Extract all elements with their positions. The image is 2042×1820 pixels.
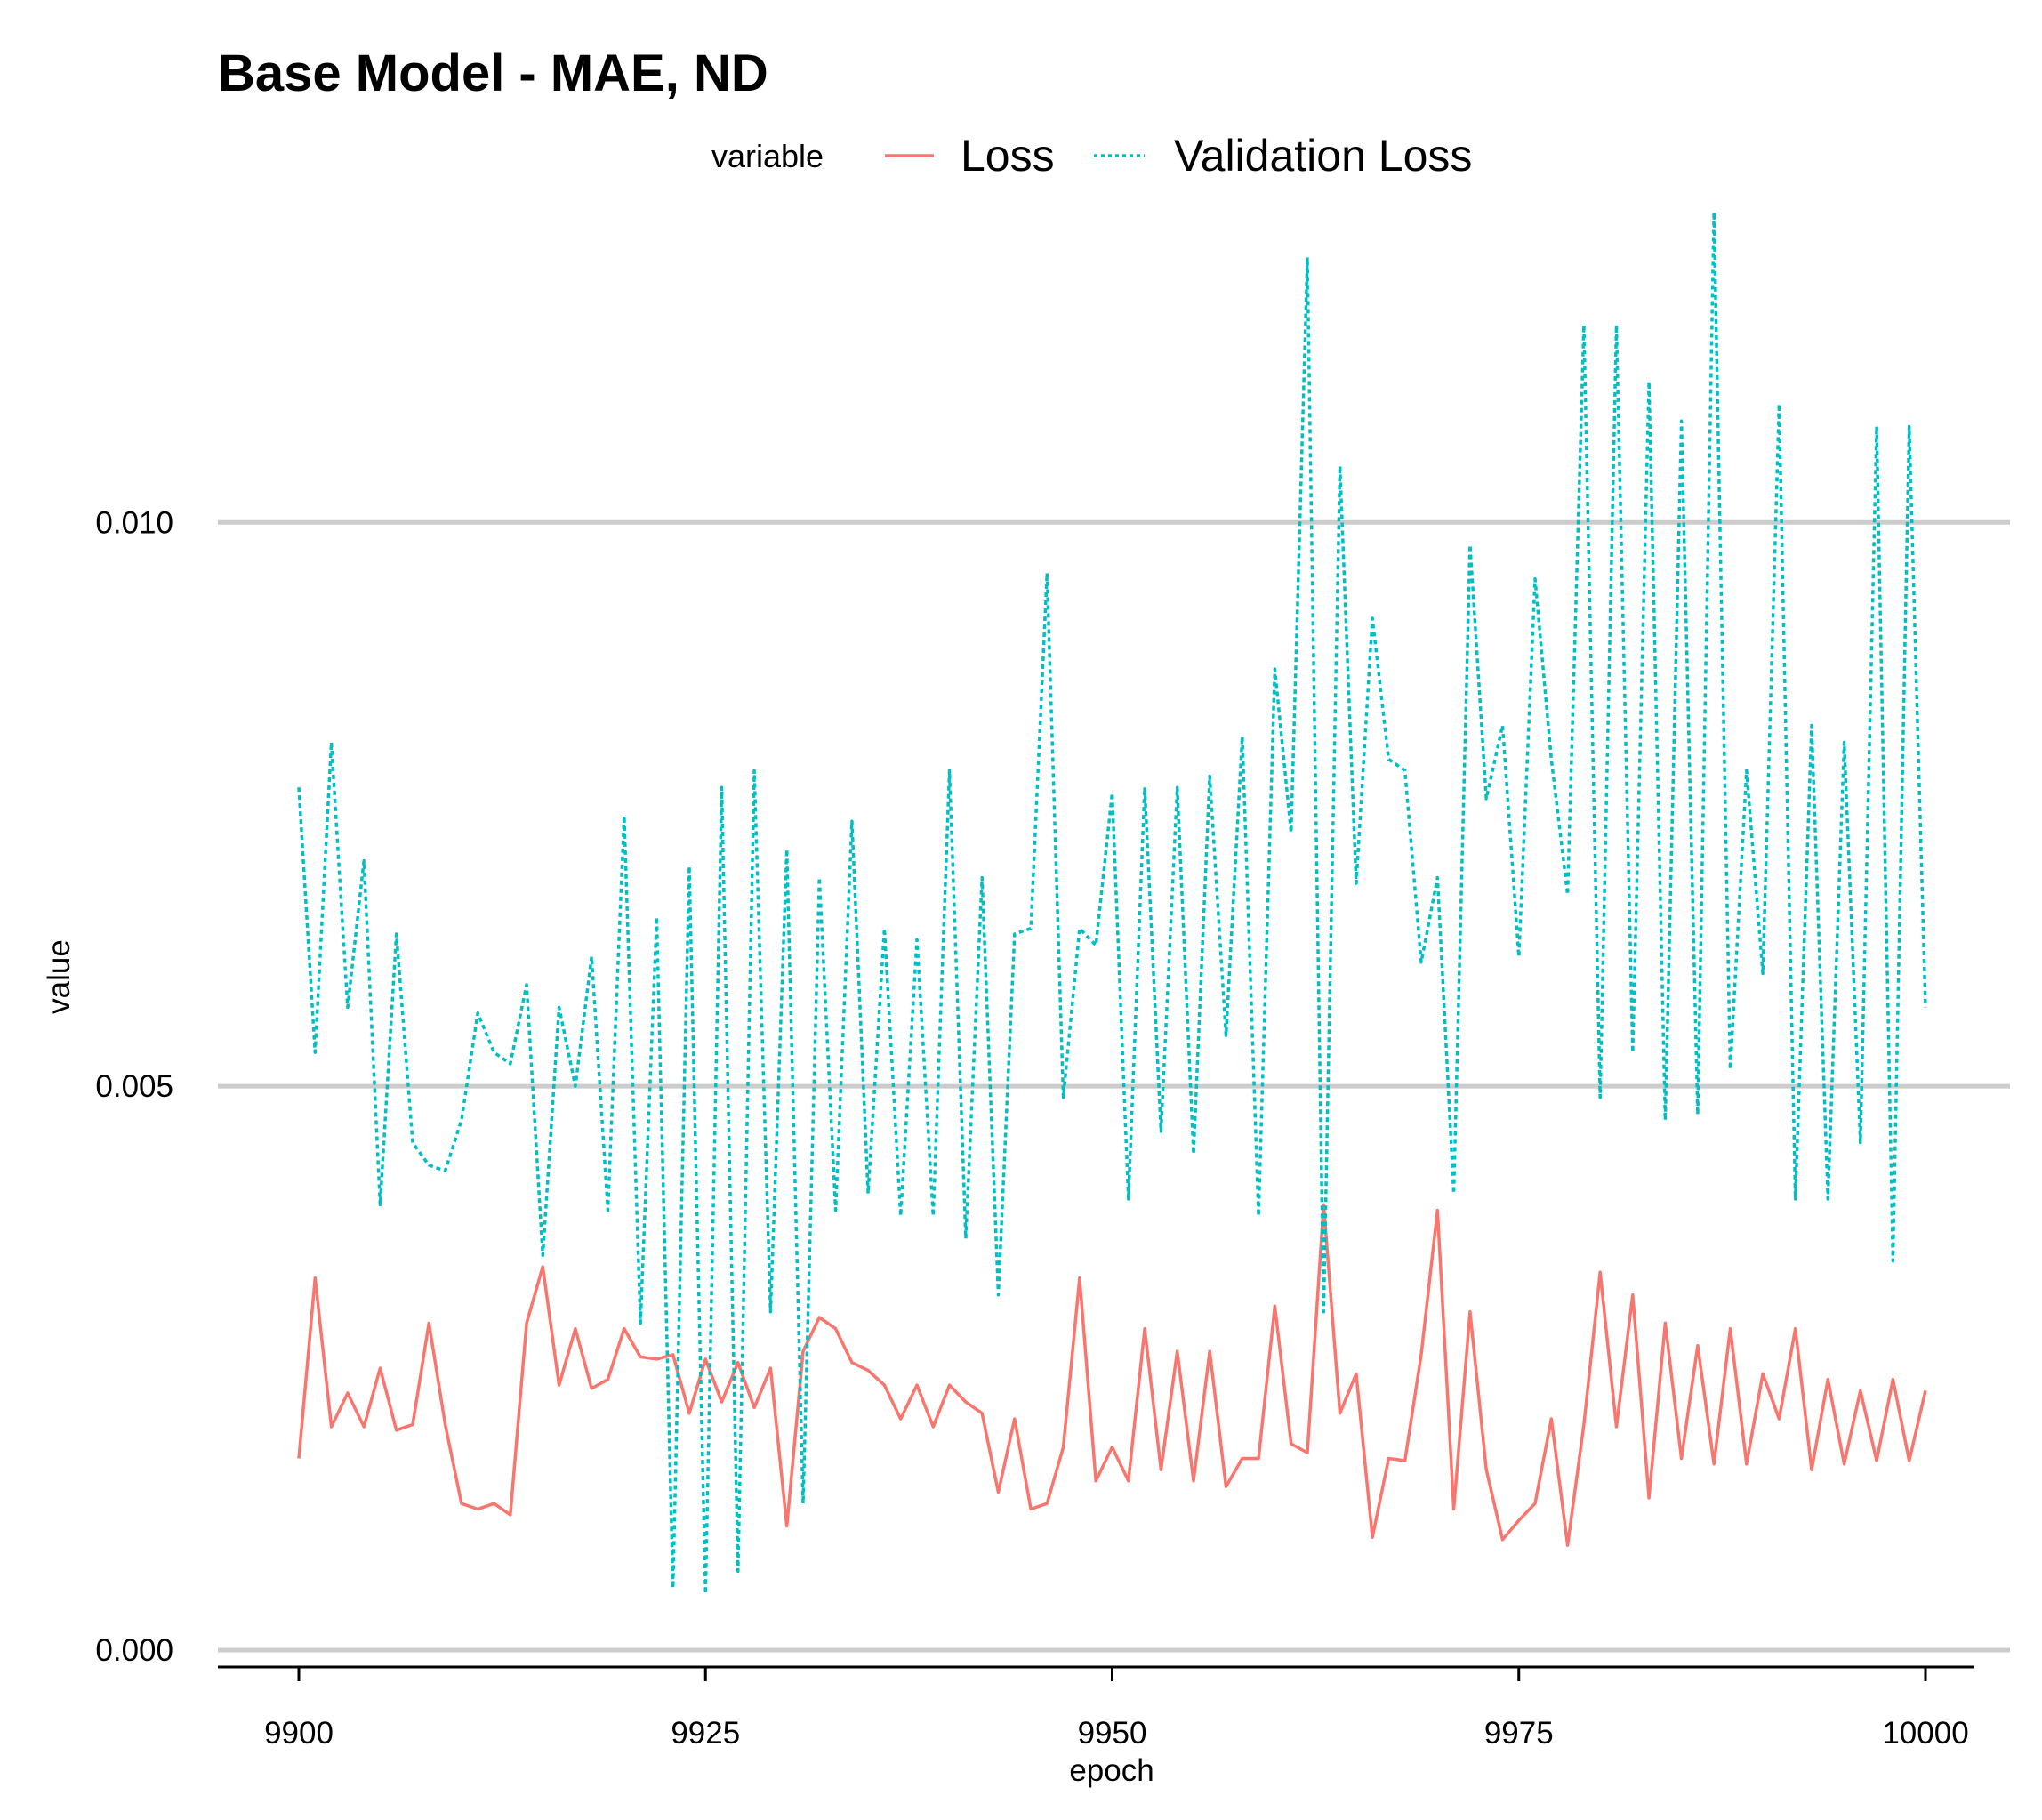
y-axis: 0.000 0.005 0.010 <box>95 505 173 1668</box>
x-tick-label: 9975 <box>1484 1716 1554 1751</box>
legend: variable Loss Validation Loss <box>711 131 1472 181</box>
gridlines <box>218 519 2010 1653</box>
x-tick-label: 9900 <box>264 1716 334 1751</box>
x-axis: 9900 9925 9950 9975 10000 <box>264 1667 1969 1751</box>
plot-area <box>297 210 1927 1596</box>
x-axis-title: epoch <box>1069 1753 1154 1788</box>
legend-label-loss: Loss <box>961 131 1055 181</box>
series-line-validation-loss <box>297 210 1927 1596</box>
x-tick-label: 10000 <box>1882 1716 1968 1751</box>
chart-title: Base Model - MAE, ND <box>218 44 768 102</box>
legend-title: variable <box>711 138 824 174</box>
y-tick-label: 0.000 <box>95 1633 173 1668</box>
y-tick-label: 0.010 <box>95 505 173 540</box>
legend-label-validation-loss: Validation Loss <box>1174 131 1472 181</box>
y-tick-label: 0.005 <box>95 1069 173 1104</box>
x-tick-label: 9925 <box>671 1716 740 1751</box>
x-tick-label: 9950 <box>1078 1716 1147 1751</box>
series-line-loss <box>297 1203 1927 1547</box>
y-axis-title: value <box>42 939 76 1014</box>
